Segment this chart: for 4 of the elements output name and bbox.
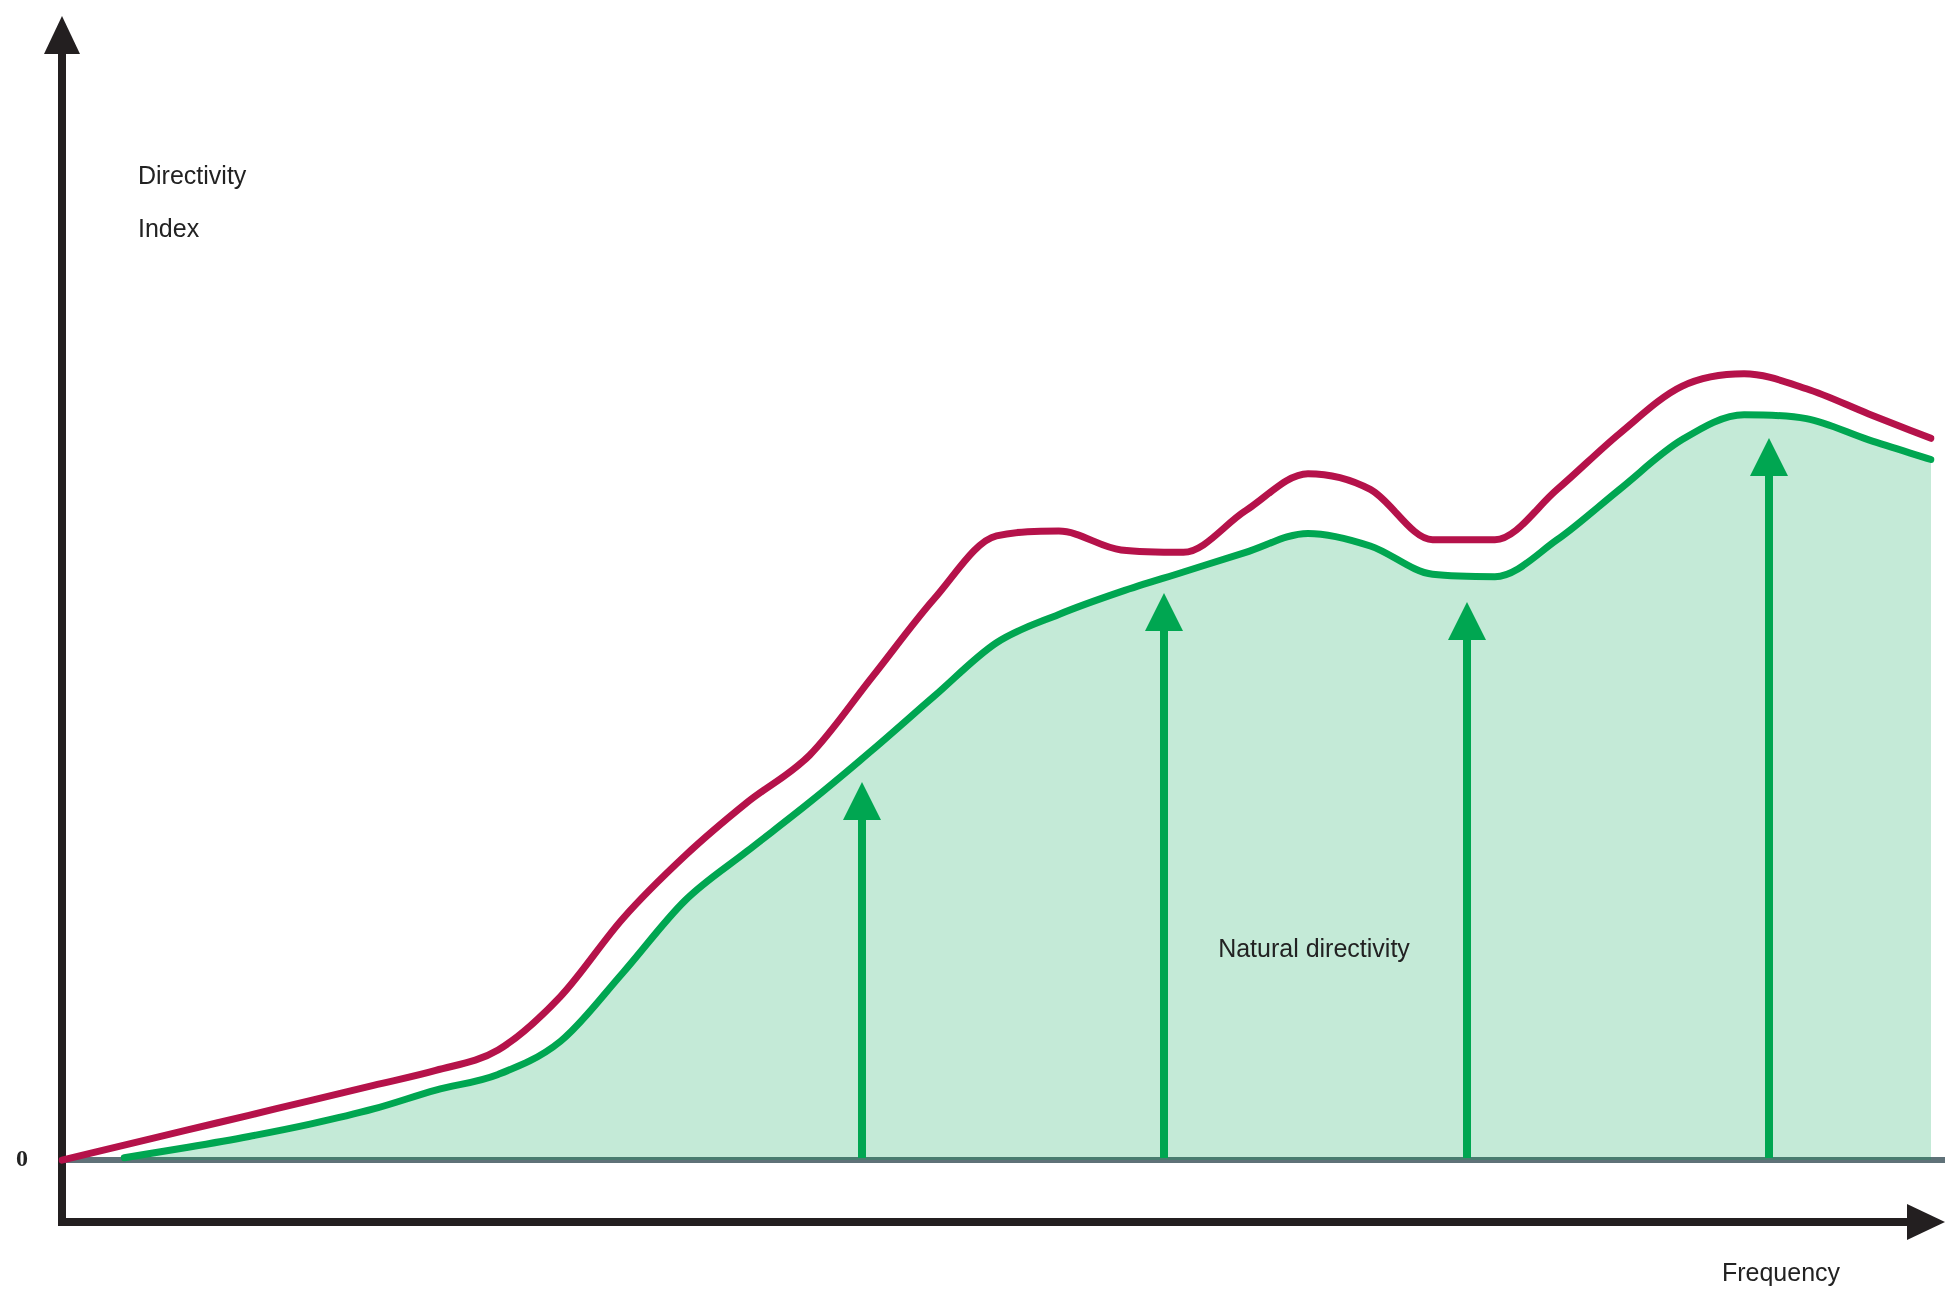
annotation: Natural directivity (1198, 924, 1430, 972)
ref-line-label: 0 (16, 1145, 28, 1172)
x-axis-title: Frequency (1721, 1257, 1841, 1286)
text: Directivity Index (138, 160, 247, 242)
